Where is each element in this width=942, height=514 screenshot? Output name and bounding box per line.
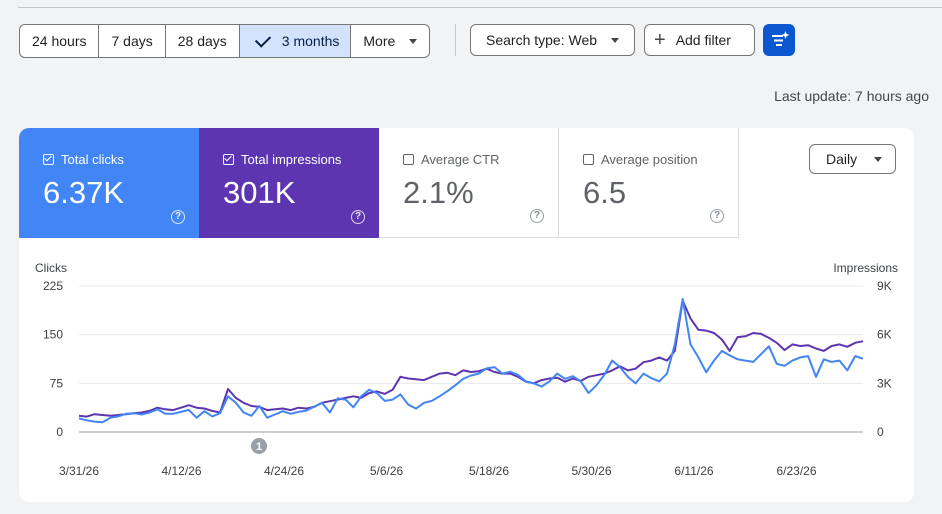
metric-value: 301K <box>223 175 296 210</box>
add-filter-label: Add filter <box>675 32 731 48</box>
checkbox-checked-icon[interactable] <box>43 154 54 165</box>
y-left-tick-label: 225 <box>43 279 63 293</box>
checkbox-unchecked-icon[interactable] <box>583 154 594 165</box>
add-filter-button[interactable]: + Add filter <box>644 24 755 56</box>
range-label: 3 months <box>281 33 340 49</box>
x-tick-label: 6/11/26 <box>674 464 713 478</box>
range-7-days[interactable]: 7 days <box>99 25 166 57</box>
metric-label: Total impressions <box>241 152 342 167</box>
series-line-clicks <box>78 298 864 424</box>
range-3-months[interactable]: 3 months <box>239 25 352 57</box>
metric-label: Average CTR <box>421 152 500 167</box>
x-tick-label: 5/18/26 <box>469 464 509 478</box>
help-icon[interactable]: ? <box>530 209 544 223</box>
top-divider <box>18 7 942 8</box>
range-28-days[interactable]: 28 days <box>166 25 240 57</box>
series-line-impressions <box>78 299 864 418</box>
chevron-down-icon <box>611 37 620 43</box>
y-right-tick-label: 3K <box>877 376 892 390</box>
metric-label: Average position <box>601 152 698 167</box>
annotation-label: 1 <box>256 441 262 453</box>
metric-average-position[interactable]: Average position 6.5 ? <box>559 128 739 238</box>
chevron-down-icon <box>409 38 418 44</box>
help-icon[interactable]: ? <box>171 210 185 224</box>
metric-total-impressions[interactable]: Total impressions 301K ? <box>199 128 379 238</box>
help-icon[interactable]: ? <box>351 210 365 224</box>
toolbar-divider <box>455 24 456 56</box>
range-24-hours[interactable]: 24 hours <box>20 25 100 57</box>
range-more[interactable]: More <box>351 25 429 57</box>
metric-label: Total clicks <box>61 152 124 167</box>
y-right-tick-label: 9K <box>877 279 892 293</box>
x-tick-label: 4/12/26 <box>161 464 201 478</box>
search-type-label: Search type: Web <box>486 32 598 48</box>
range-label: 7 days <box>111 33 153 49</box>
y-left-axis-label: Clicks <box>35 261 67 275</box>
last-update-text: Last update: 7 hours ago <box>774 88 929 104</box>
x-tick-label: 5/6/26 <box>370 464 404 478</box>
search-type-dropdown[interactable]: Search type: Web <box>470 24 635 56</box>
performance-chart: Clicks Impressions 225 9K 150 6K 75 3K 0 0 3/31… <box>35 261 898 478</box>
date-range-selector: 24 hours 7 days 28 days 3 months More <box>19 24 431 58</box>
granularity-dropdown[interactable]: Daily <box>809 144 896 174</box>
y-left-tick-label: 150 <box>43 328 63 342</box>
range-label: 28 days <box>177 33 227 49</box>
compare-filter-button[interactable] <box>763 24 795 56</box>
granularity-label: Daily <box>826 151 858 167</box>
checkbox-checked-icon[interactable] <box>223 154 234 165</box>
y-right-axis-label: Impressions <box>833 261 898 275</box>
metric-average-ctr[interactable]: Average CTR 2.1% ? <box>379 128 559 238</box>
plus-icon: + <box>654 29 666 51</box>
metric-value: 6.5 <box>583 175 627 210</box>
checkbox-unchecked-icon[interactable] <box>403 154 414 165</box>
range-label: More <box>363 33 396 49</box>
x-tick-label: 4/24/26 <box>264 464 304 478</box>
filter-sparkle-icon <box>772 31 790 46</box>
help-icon[interactable]: ? <box>710 209 724 223</box>
annotation-marker <box>251 438 267 454</box>
range-label: 24 hours <box>32 33 87 49</box>
y-left-tick-label: 75 <box>50 376 64 390</box>
x-tick-label: 3/31/26 <box>59 464 99 478</box>
check-icon <box>254 30 271 48</box>
y-right-tick-label: 6K <box>877 328 892 342</box>
x-tick-label: 5/30/26 <box>571 464 611 478</box>
x-tick-label: 6/23/26 <box>776 464 816 478</box>
y-right-tick-label: 0 <box>877 425 884 439</box>
metric-value: 2.1% <box>403 175 474 210</box>
chevron-down-icon <box>874 156 883 162</box>
metric-total-clicks[interactable]: Total clicks 6.37K ? <box>19 128 199 238</box>
metric-value: 6.37K <box>43 175 125 210</box>
y-left-tick-label: 0 <box>56 425 63 439</box>
performance-card: Total clicks 6.37K ? Total impressions 3… <box>19 128 914 502</box>
